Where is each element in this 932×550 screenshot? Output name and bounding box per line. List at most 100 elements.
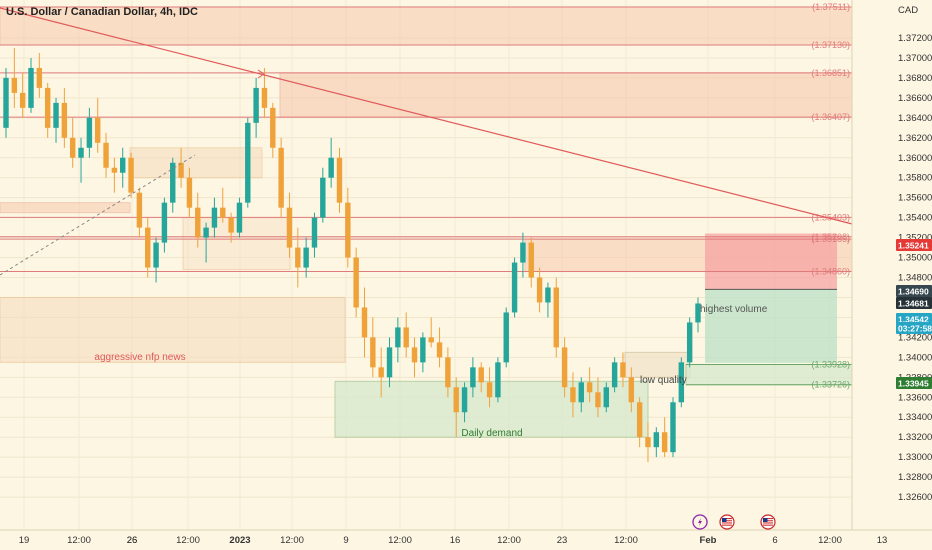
time-axis[interactable]: 19 12:00 26 12:00 2023 12:00 9 12:00 16 12:00 23 12… <box>0 529 932 550</box>
candle <box>545 282 551 318</box>
candle-body <box>236 202 243 233</box>
flag-stripe <box>763 522 773 524</box>
candle <box>678 357 685 408</box>
price-tick: 1.36200 <box>898 133 932 144</box>
candle-body <box>36 67 43 88</box>
annotation-label: Daily demand <box>461 428 522 439</box>
candle-body <box>603 387 609 408</box>
candle-body <box>270 107 276 148</box>
candle-body <box>345 202 351 258</box>
candle-body <box>161 202 168 243</box>
price-tick: 1.36800 <box>898 73 932 84</box>
time-tick: 12:00 <box>818 535 842 546</box>
candle-body <box>44 87 51 128</box>
candle <box>378 347 384 398</box>
candle <box>595 377 601 418</box>
level-label: (1.34860) <box>811 267 850 277</box>
price-badge-label: 1.35241 <box>898 241 929 251</box>
candle <box>3 67 9 138</box>
candle-body <box>511 262 518 313</box>
zones <box>0 6 853 438</box>
candle-body <box>78 147 84 158</box>
candle <box>695 297 701 333</box>
us-flag-event-icon[interactable] <box>719 514 735 530</box>
price-tick: 1.34200 <box>898 332 932 343</box>
candle-body <box>503 312 509 363</box>
candle <box>386 337 393 388</box>
candle <box>420 332 426 373</box>
price-tick: 1.34000 <box>898 352 932 363</box>
annotations: aggressive nfp news Daily demand low quali… <box>94 304 767 439</box>
lightning-event-icon[interactable] <box>692 514 708 530</box>
candle-body <box>320 177 326 218</box>
candle-body <box>636 402 643 438</box>
candle <box>295 227 301 288</box>
candle <box>670 397 676 458</box>
candle <box>86 107 93 158</box>
candle-body <box>69 137 76 158</box>
candle <box>470 357 476 398</box>
us-flag-event-icon[interactable] <box>760 514 776 530</box>
downtrend-line <box>0 7 861 227</box>
candle <box>78 137 84 183</box>
candle-body <box>403 327 409 348</box>
candle-body <box>86 117 93 148</box>
price-tick: 1.35800 <box>898 173 932 184</box>
candle <box>628 367 635 413</box>
candle <box>111 157 118 193</box>
candle-body <box>561 347 568 388</box>
candle <box>211 197 218 238</box>
zone-left-small <box>0 202 131 214</box>
price-tick: 1.32800 <box>898 472 932 483</box>
data-source: IDC <box>179 6 198 18</box>
price-tick: 1.36400 <box>898 113 932 124</box>
lightning-icon-bolt <box>698 518 702 526</box>
flag-stripe <box>763 520 773 522</box>
candle-body <box>128 157 134 193</box>
candle-body <box>303 247 309 268</box>
dashed-trendline <box>0 154 196 276</box>
flag-canton <box>722 518 727 522</box>
time-tick: 12:00 <box>388 535 412 546</box>
candle <box>620 352 626 388</box>
candle-body <box>353 257 359 308</box>
candle <box>603 382 609 413</box>
candle-body <box>278 147 284 208</box>
price-badge-label: 03:27:58 <box>898 324 932 334</box>
candle-body <box>428 337 434 343</box>
price-axis[interactable]: CAD 1.37200 1.37000 1.36800 1.36600 1.36400 1.… <box>851 0 932 550</box>
candle <box>19 72 26 118</box>
candle-body <box>520 242 526 263</box>
candle-body <box>153 242 159 268</box>
level-label: (1.35208) <box>811 232 850 242</box>
candle <box>536 267 543 313</box>
candle <box>345 187 351 268</box>
candle <box>236 197 243 238</box>
candle-body <box>103 142 109 168</box>
flag-stripe <box>722 522 732 524</box>
candle <box>69 117 76 168</box>
candle <box>395 317 401 363</box>
price-badge-label: 1.33945 <box>898 379 929 389</box>
price-tick: 1.36000 <box>898 153 932 164</box>
candle-body <box>436 342 443 358</box>
candle <box>528 237 534 288</box>
candle <box>561 337 568 398</box>
chart-title: U.S. Dollar / Canadian Dollar, 4h, IDC <box>6 6 198 18</box>
price-axis-bg <box>852 0 932 550</box>
candle <box>361 287 368 358</box>
time-tick: 12:00 <box>67 535 91 546</box>
interval[interactable]: 4h <box>160 6 173 18</box>
time-tick: 2023 <box>229 535 250 546</box>
candle-body <box>586 382 593 393</box>
candle-body <box>19 92 26 108</box>
candle <box>411 337 418 378</box>
candle-body <box>11 77 18 93</box>
time-tick: 23 <box>557 535 568 546</box>
event-icons[interactable] <box>692 514 776 530</box>
candle-body <box>3 77 9 128</box>
annotation-label: low quality <box>640 375 687 386</box>
time-tick: 12:00 <box>497 535 521 546</box>
candle <box>686 317 693 368</box>
